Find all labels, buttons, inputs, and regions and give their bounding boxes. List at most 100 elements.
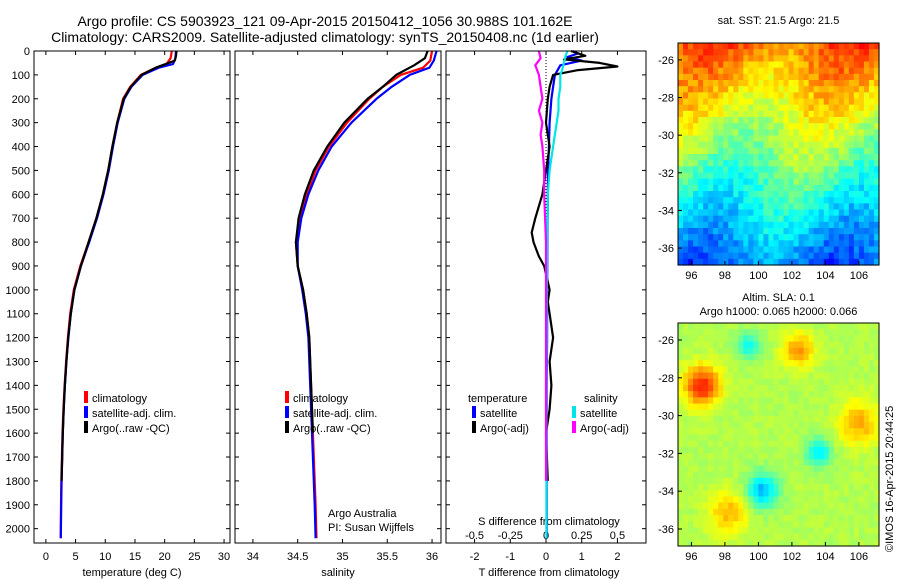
map-cell: [768, 384, 775, 392]
map-cell: [863, 67, 870, 75]
map-cell: [788, 527, 795, 535]
map-cell: [693, 378, 699, 386]
map-cell: [683, 539, 689, 547]
map-cell: [698, 197, 704, 204]
map-cell: [838, 221, 845, 229]
map-cell: [773, 453, 780, 460]
map-cell: [713, 360, 719, 367]
map-cell: [728, 397, 734, 405]
map-cell: [728, 172, 734, 180]
map-cell: [728, 147, 734, 155]
map-cell: [783, 49, 790, 56]
map-cell: [853, 490, 860, 498]
map-cell: [678, 191, 684, 198]
map-cell: [703, 471, 709, 479]
map-cell: [788, 178, 795, 186]
map-cell: [793, 323, 800, 330]
map-cell: [783, 129, 790, 137]
map-cell: [718, 508, 724, 516]
legend-entry: satellite: [480, 408, 517, 420]
map-cell: [778, 428, 785, 436]
map-cell: [838, 123, 845, 130]
map-cell: [738, 384, 744, 392]
map-cell: [728, 73, 734, 81]
map-cell: [818, 104, 825, 112]
map-cell: [838, 209, 845, 217]
map-cell: [728, 391, 734, 398]
map-cell: [693, 61, 699, 69]
map-cell: [738, 129, 744, 137]
map-cell: [818, 129, 825, 137]
map-cell: [688, 221, 694, 229]
depth-tick-label: 600: [12, 189, 30, 201]
map-cell: [868, 409, 875, 417]
map-cell: [768, 246, 775, 254]
map-cell: [838, 80, 845, 87]
map-cell: [768, 129, 775, 137]
map-cell: [803, 252, 810, 260]
map-cell: [698, 258, 704, 266]
map-cell: [833, 184, 840, 192]
map-cell: [718, 80, 724, 87]
map-cell: [783, 490, 790, 498]
map-cell: [738, 521, 744, 529]
map-cell: [753, 86, 760, 93]
map-cell: [858, 80, 865, 87]
map-cell: [733, 246, 739, 254]
map-cell: [688, 360, 694, 367]
map-cell: [758, 258, 765, 266]
map-cell: [768, 428, 775, 436]
map-cell: [803, 471, 810, 479]
map-cell: [868, 73, 875, 81]
map-cell: [843, 384, 850, 392]
map-cell: [713, 178, 719, 186]
map-cell: [728, 329, 734, 336]
map-cell: [873, 61, 880, 69]
map-cell: [753, 129, 760, 137]
map-cell: [778, 397, 785, 405]
map-cell: [698, 147, 704, 155]
map-cell: [783, 221, 790, 229]
map-cell: [863, 160, 870, 167]
legend-swatch: [84, 391, 88, 403]
map-cell: [808, 98, 815, 106]
map-cell: [733, 258, 739, 266]
map-cell: [848, 221, 855, 229]
map-cell: [733, 415, 739, 423]
map-cell: [838, 67, 845, 75]
map-cell: [683, 129, 689, 137]
map-cell: [678, 215, 684, 223]
map-cell: [828, 160, 835, 167]
map-cell: [718, 409, 724, 417]
map-cell: [743, 422, 749, 429]
map-cell: [808, 397, 815, 405]
map-cell: [678, 252, 684, 260]
map-cell: [773, 434, 780, 442]
map-cell: [803, 184, 810, 192]
map-cell: [748, 391, 754, 398]
map-cell: [693, 104, 699, 112]
map-cell: [778, 471, 785, 479]
map-cell: [788, 515, 795, 522]
map-cell: [773, 166, 780, 174]
map-cell: [788, 246, 795, 254]
map-cell: [813, 341, 820, 349]
map-cell: [763, 246, 770, 254]
map-cell: [703, 49, 709, 56]
map-cell: [873, 92, 880, 100]
map-cell: [773, 203, 780, 211]
map-cell: [748, 55, 754, 63]
map-cell: [853, 141, 860, 149]
map-cell: [763, 197, 770, 204]
header-line-2: Climatology: CARS2009. Satellite-adjuste…: [51, 29, 599, 45]
map-cell: [748, 384, 754, 392]
map-cell: [763, 521, 770, 529]
map-cell: [678, 160, 684, 167]
map-y-tick-label: -32: [658, 168, 674, 180]
map-cell: [803, 258, 810, 266]
map-cell: [833, 197, 840, 204]
map-cell: [713, 209, 719, 217]
map-cell: [738, 360, 744, 367]
legend-entry: Argo(-adj): [580, 423, 629, 435]
map-cell: [688, 459, 694, 467]
